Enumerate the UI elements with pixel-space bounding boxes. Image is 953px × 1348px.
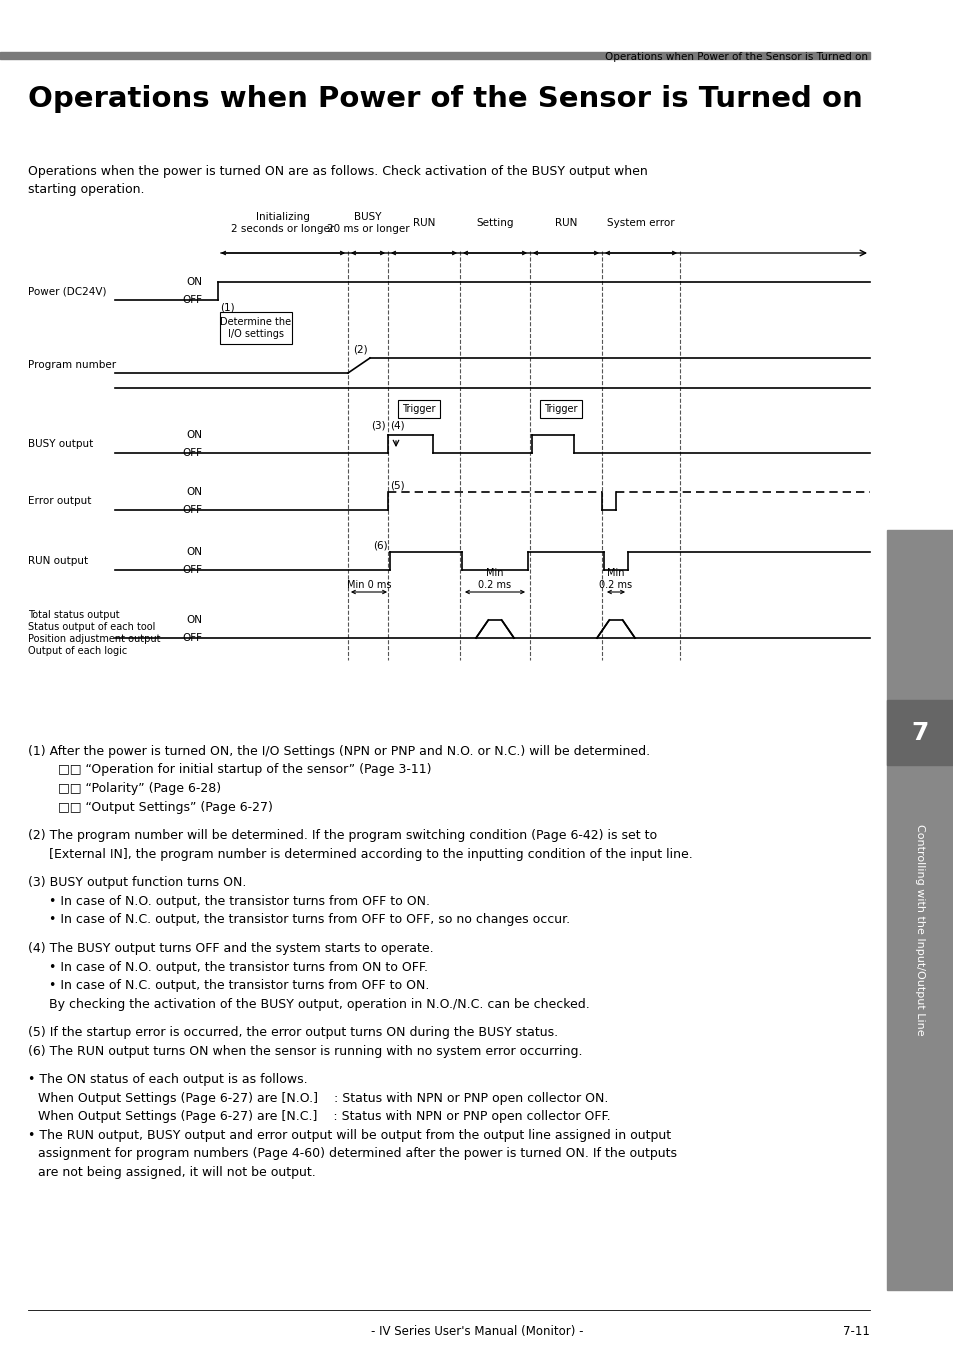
Text: OFF: OFF (182, 634, 202, 643)
Text: (3): (3) (371, 421, 386, 431)
Text: Operations when Power of the Sensor is Turned on: Operations when Power of the Sensor is T… (604, 53, 867, 62)
Text: (2) The program number will be determined. If the program switching condition (P: (2) The program number will be determine… (28, 829, 657, 842)
Text: Total status output: Total status output (28, 611, 119, 620)
Text: OFF: OFF (182, 295, 202, 305)
Text: (5) If the startup error is occurred, the error output turns ON during the BUSY : (5) If the startup error is occurred, th… (28, 1026, 558, 1039)
Bar (0, 53, 869, 59)
Text: (2): (2) (353, 344, 367, 355)
Text: When Output Settings (Page 6-27) are [N.C.]    : Status with NPN or PNP open col: When Output Settings (Page 6-27) are [N.… (38, 1111, 610, 1123)
Text: RUN: RUN (555, 218, 577, 228)
Text: Controlling with the Input/Output Line: Controlling with the Input/Output Line (915, 824, 924, 1035)
Text: (4): (4) (390, 421, 404, 431)
Text: System error: System error (606, 218, 674, 228)
Bar (539, 400, 581, 418)
Text: (6) The RUN output turns ON when the sensor is running with no system error occu: (6) The RUN output turns ON when the sen… (28, 1045, 582, 1058)
Text: • In case of N.O. output, the transistor turns from OFF to ON.: • In case of N.O. output, the transistor… (49, 895, 430, 907)
Text: (3) BUSY output function turns ON.: (3) BUSY output function turns ON. (28, 876, 246, 890)
Text: Min
0.2 ms: Min 0.2 ms (478, 569, 511, 590)
Text: □□ “Output Settings” (Page 6-27): □□ “Output Settings” (Page 6-27) (58, 801, 273, 813)
Text: Operations when the power is turned ON are as follows. Check activation of the B: Operations when the power is turned ON a… (28, 164, 647, 178)
Text: Initializing: Initializing (255, 212, 310, 222)
Text: Operations when Power of the Sensor is Turned on: Operations when Power of the Sensor is T… (28, 85, 862, 113)
Text: When Output Settings (Page 6-27) are [N.O.]    : Status with NPN or PNP open col: When Output Settings (Page 6-27) are [N.… (38, 1092, 608, 1105)
Text: are not being assigned, it will not be output.: are not being assigned, it will not be o… (38, 1166, 315, 1180)
Text: □□ “Operation for initial startup of the sensor” (Page 3-11): □□ “Operation for initial startup of the… (58, 763, 431, 776)
Text: (5): (5) (390, 480, 404, 491)
Text: starting operation.: starting operation. (28, 183, 144, 195)
Text: OFF: OFF (182, 448, 202, 458)
Text: [External IN], the program number is determined according to the inputting condi: [External IN], the program number is det… (49, 848, 692, 860)
Bar (886, 700, 953, 766)
Text: Setting: Setting (476, 218, 514, 228)
Text: (1): (1) (220, 302, 234, 311)
Text: 2 seconds or longer: 2 seconds or longer (232, 224, 335, 235)
Text: 7: 7 (911, 720, 928, 744)
Text: ON: ON (186, 615, 202, 625)
Text: • The ON status of each output is as follows.: • The ON status of each output is as fol… (28, 1073, 307, 1086)
Text: 20 ms or longer: 20 ms or longer (326, 224, 409, 235)
Text: Output of each logic: Output of each logic (28, 646, 127, 656)
Text: - IV Series User's Manual (Monitor) -: - IV Series User's Manual (Monitor) - (371, 1325, 582, 1339)
Text: ON: ON (186, 487, 202, 497)
Text: RUN output: RUN output (28, 555, 88, 566)
Text: assignment for program numbers (Page 4-60) determined after the power is turned : assignment for program numbers (Page 4-6… (38, 1147, 677, 1161)
Text: Power (DC24V): Power (DC24V) (28, 286, 107, 297)
Text: Program number: Program number (28, 360, 116, 369)
Text: Position adjustment output: Position adjustment output (28, 634, 160, 644)
Text: 7-11: 7-11 (842, 1325, 869, 1339)
Text: • In case of N.O. output, the transistor turns from ON to OFF.: • In case of N.O. output, the transistor… (49, 961, 427, 973)
Text: OFF: OFF (182, 506, 202, 515)
Text: BUSY output: BUSY output (28, 439, 93, 449)
Text: ON: ON (186, 276, 202, 287)
Text: • The RUN output, BUSY output and error output will be output from the output li: • The RUN output, BUSY output and error … (28, 1128, 670, 1142)
Text: Trigger: Trigger (543, 404, 578, 414)
Text: (1) After the power is turned ON, the I/O Settings (NPN or PNP and N.O. or N.C.): (1) After the power is turned ON, the I/… (28, 745, 649, 758)
Text: By checking the activation of the BUSY output, operation in N.O./N.C. can be che: By checking the activation of the BUSY o… (49, 998, 589, 1011)
Text: OFF: OFF (182, 565, 202, 576)
Text: RUN: RUN (413, 218, 435, 228)
Text: ON: ON (186, 547, 202, 557)
Text: Min
0.2 ms: Min 0.2 ms (598, 569, 632, 590)
Text: • In case of N.C. output, the transistor turns from OFF to OFF, so no changes oc: • In case of N.C. output, the transistor… (49, 914, 569, 926)
Text: ON: ON (186, 430, 202, 439)
Bar (220, 311, 292, 344)
Text: • In case of N.C. output, the transistor turns from OFF to ON.: • In case of N.C. output, the transistor… (49, 979, 429, 992)
Text: Trigger: Trigger (402, 404, 436, 414)
Text: Error output: Error output (28, 496, 91, 506)
Text: BUSY: BUSY (354, 212, 381, 222)
Text: (4) The BUSY output turns OFF and the system starts to operate.: (4) The BUSY output turns OFF and the sy… (28, 942, 434, 954)
Bar (397, 400, 439, 418)
Text: Status output of each tool: Status output of each tool (28, 621, 155, 632)
Text: Determine the
I/O settings: Determine the I/O settings (220, 317, 292, 340)
Text: (6): (6) (373, 541, 388, 550)
Bar (886, 530, 953, 1290)
Text: □□ “Polarity” (Page 6-28): □□ “Polarity” (Page 6-28) (58, 782, 221, 795)
Text: Min 0 ms: Min 0 ms (346, 580, 391, 590)
